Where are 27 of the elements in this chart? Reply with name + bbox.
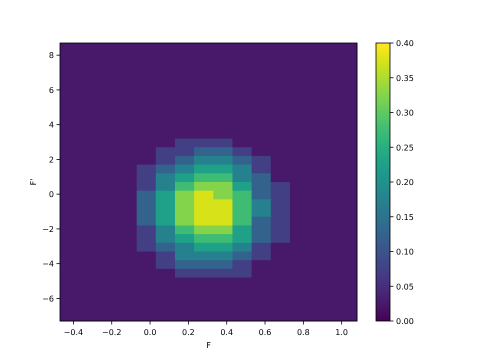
color-bar-label: 0.05 xyxy=(396,282,414,292)
y-tick-label: 0 xyxy=(48,190,54,200)
x-tick-label: 0.6 xyxy=(258,328,272,337)
y-tick-label: −4 xyxy=(42,260,54,269)
y-tick-label: 2 xyxy=(48,155,54,164)
color-bar-label: 0.40 xyxy=(396,39,414,48)
y-tick-label: 4 xyxy=(48,120,54,130)
x-tick-label: 0.0 xyxy=(144,328,156,337)
x-tick-label: 0.8 xyxy=(296,328,310,337)
color-bar-label: 0.30 xyxy=(396,108,414,118)
y-axis-title: F' xyxy=(29,178,38,186)
color-bar-label: 0.25 xyxy=(396,143,414,152)
x-axis-title: F xyxy=(206,341,212,350)
color-bar-label: 0.20 xyxy=(396,178,414,187)
x-tick-label: −0.2 xyxy=(102,328,122,337)
x-tick-label: 0.2 xyxy=(182,328,195,337)
color-bar-label: 0.10 xyxy=(396,248,414,256)
y-tick-label: −6 xyxy=(42,294,54,304)
x-tick-label: 0.4 xyxy=(220,328,234,337)
x-tick-label: 1.0 xyxy=(335,328,348,337)
y-tick-label: −2 xyxy=(42,224,54,234)
x-tick-label: −0.4 xyxy=(64,328,84,337)
y-tick-label: 6 xyxy=(48,86,54,95)
y-tick-label: 8 xyxy=(48,51,54,60)
color-bar-label: 0.35 xyxy=(396,74,414,83)
color-bar-label: 0.15 xyxy=(396,212,414,222)
color-bar-label: 0.00 xyxy=(396,317,414,326)
